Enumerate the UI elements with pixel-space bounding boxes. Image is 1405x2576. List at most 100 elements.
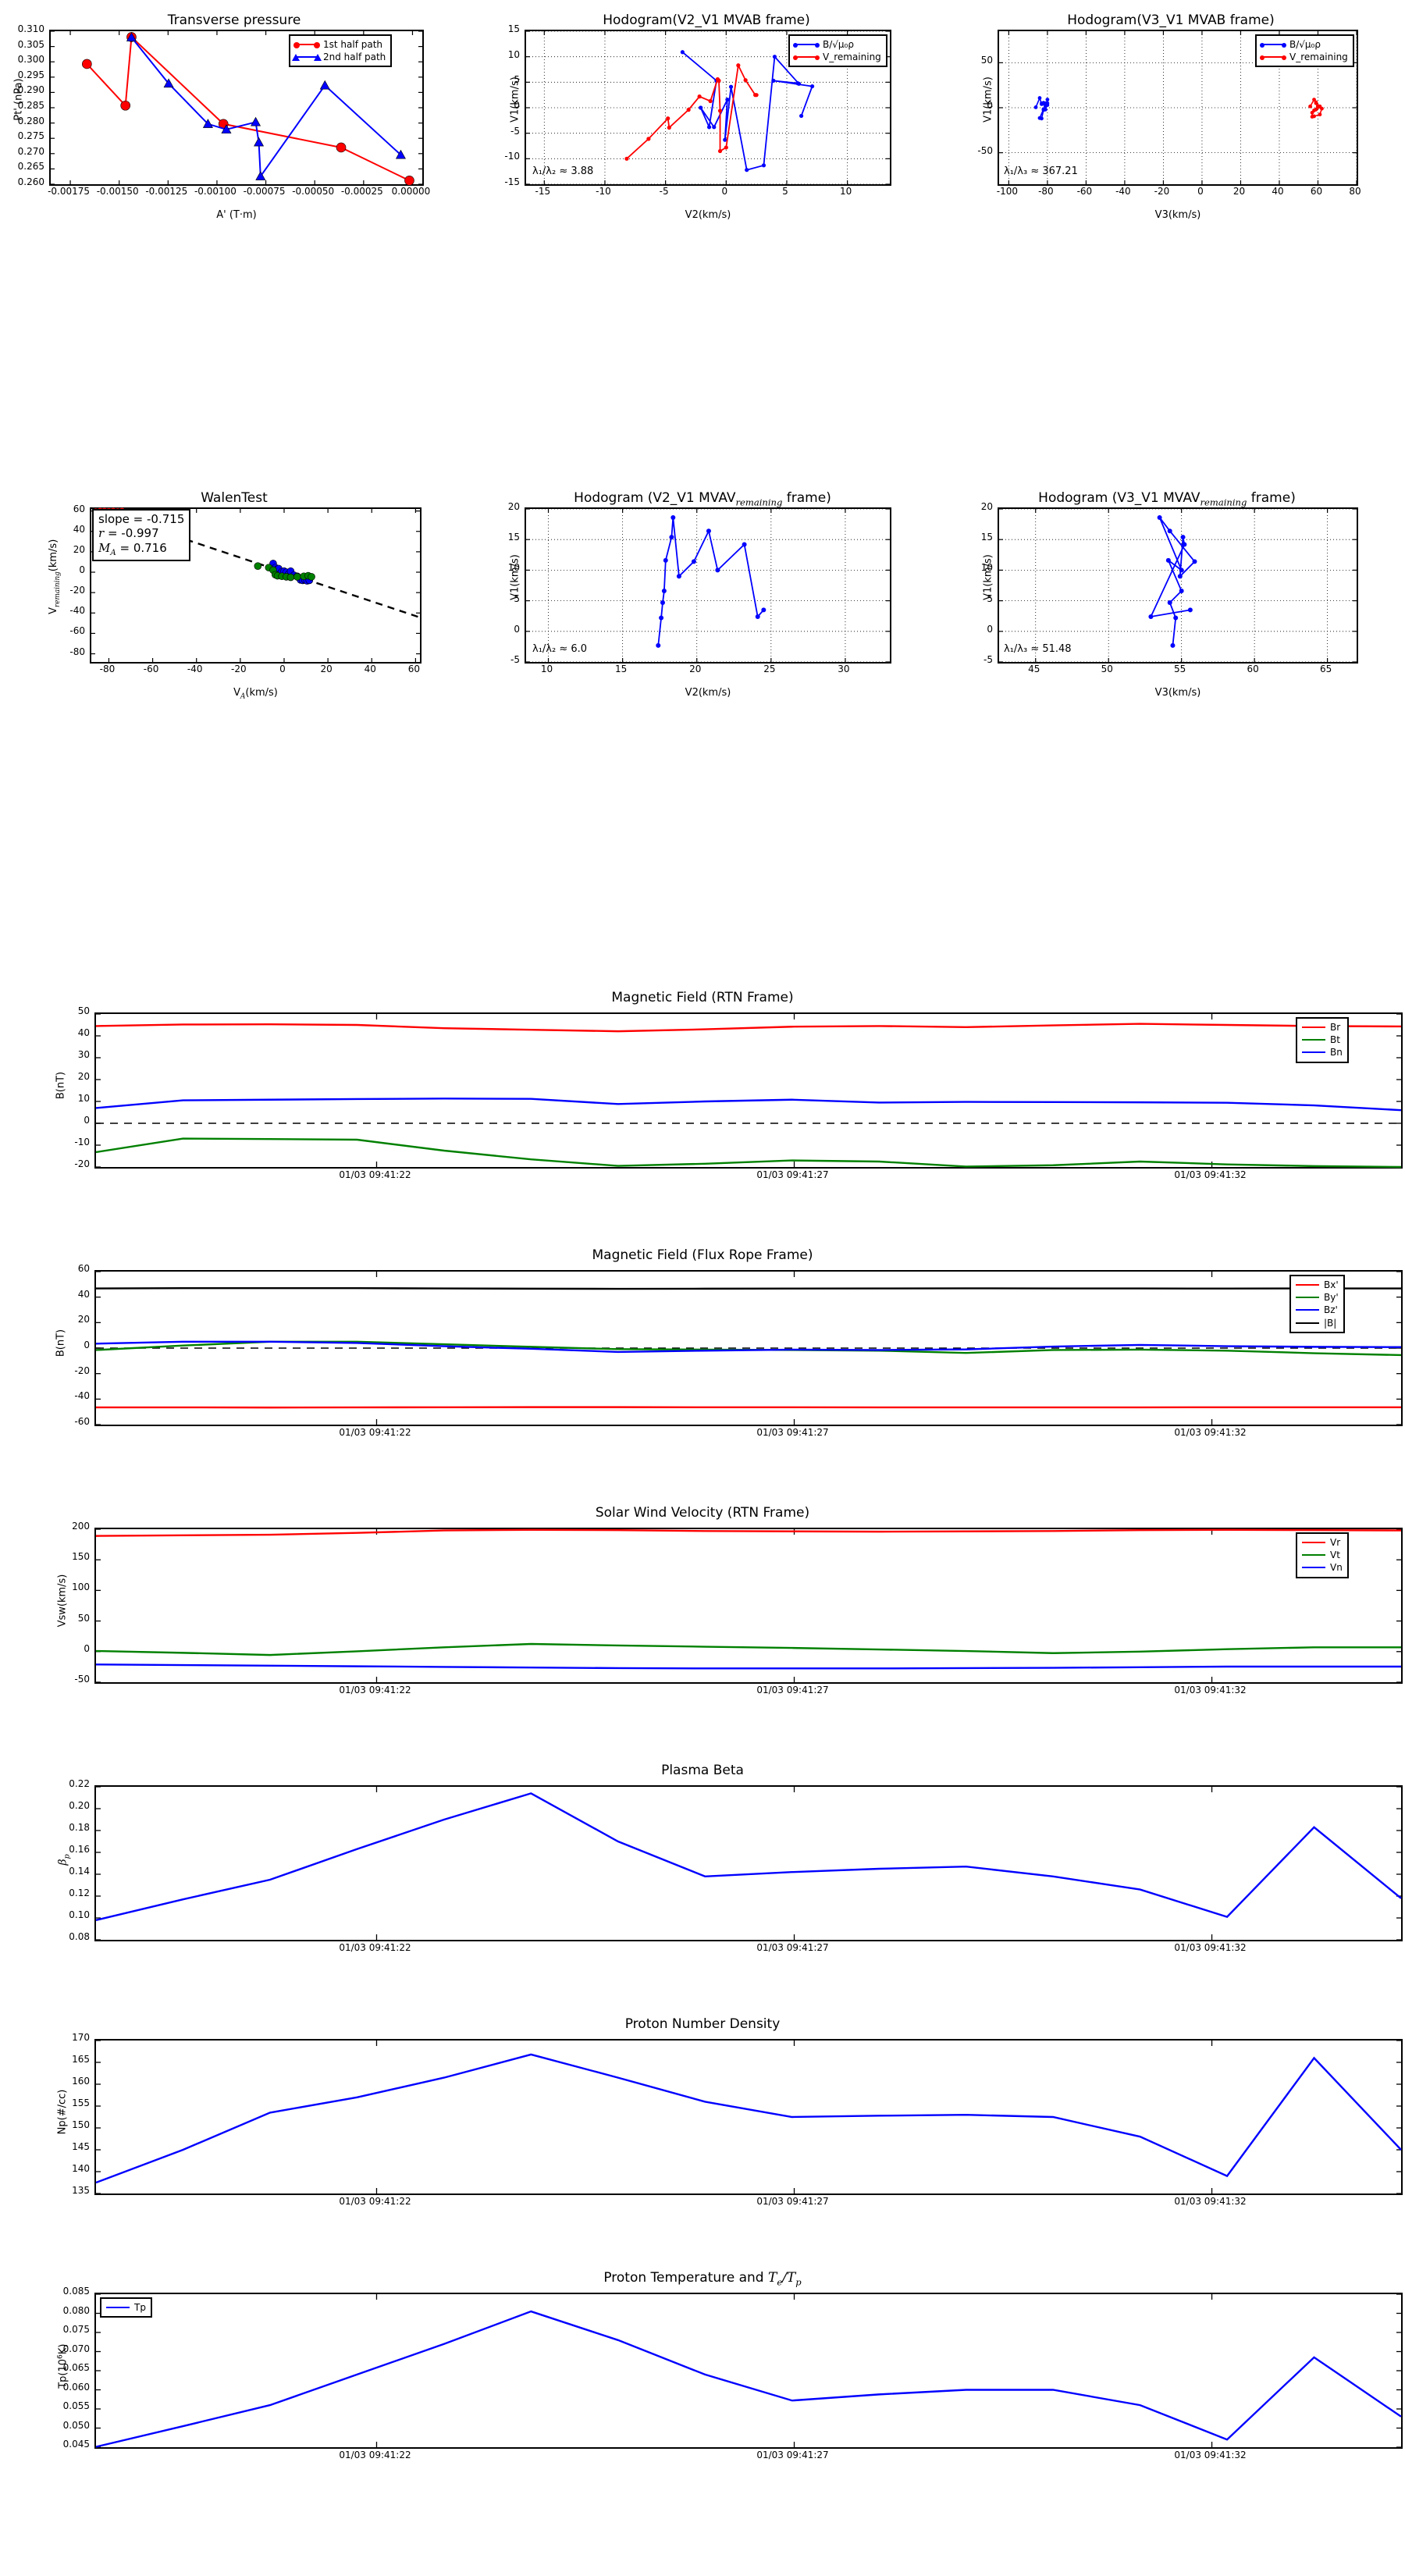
x-axis-label: VA(km/s) (233, 687, 278, 701)
x-tick-label: 0 (1197, 186, 1204, 197)
panel-title: Proton Temperature and Te/Tp (603, 2270, 802, 2288)
time-tick-label: 01/03 09:41:32 (1174, 1169, 1247, 1180)
plot-area (94, 1785, 1403, 1941)
y-tick-label: -20 (74, 1158, 90, 1169)
panel-magnetic-field-fluxrope: Magnetic Field (Flux Rope Frame) B(nT) B… (0, 1237, 1405, 1471)
panel-title: Hodogram(V2_V1 MVAB frame) (603, 12, 810, 28)
y-tick-label: 0 (987, 623, 993, 635)
time-tick-label: 01/03 09:41:22 (339, 2196, 411, 2207)
x-tick-label: -20 (231, 664, 247, 674)
legend-line-bt-icon (1302, 1039, 1325, 1041)
y-axis-label: V1(km/s) (982, 554, 994, 600)
y-tick-label: 0.20 (69, 1800, 90, 1811)
panel-proton-temperature: Proton Temperature and Te/Tp Tp(106K) Tp… (0, 2260, 1405, 2502)
y-tick-label: 15 (507, 23, 520, 34)
y-tick-label: 0.14 (69, 1866, 90, 1877)
y-tick-label: -40 (69, 605, 85, 617)
legend-hodogram: B/√μ₀ρ V_remaining (1255, 34, 1354, 68)
legend-item-bn: Bn (1302, 1046, 1343, 1059)
panel-solar-wind-velocity: Solar Wind Velocity (RTN Frame) Vsw(km/s… (0, 1495, 1405, 1729)
y-tick-label: -60 (74, 1416, 90, 1427)
legend-line-red-icon (793, 55, 820, 61)
y-tick-label: 60 (77, 1263, 90, 1274)
legend-transverse-pressure: 1st half path 2nd half path (289, 34, 393, 68)
y-tick-label: 0.070 (62, 2343, 90, 2354)
y-tick-label: 15 (980, 532, 993, 543)
y-tick-label: -40 (74, 1390, 90, 1402)
y-tick-label: 20 (77, 1314, 90, 1325)
y-tick-label: -15 (504, 176, 520, 187)
legend-item-vremaining: V_remaining (793, 51, 881, 63)
y-tick-label: 0.275 (17, 130, 44, 142)
x-axis-label: V3(km/s) (1154, 209, 1201, 221)
y-tick-label: -5 (510, 125, 520, 137)
y-tick-label: 0.10 (69, 1909, 90, 1920)
y-tick-label: 0.22 (69, 1778, 90, 1789)
legend-item-alfven: B/√μ₀ρ (1260, 38, 1348, 51)
y-tick-label: 0.285 (17, 100, 44, 111)
y-tick-label: 5 (514, 74, 520, 86)
y-axis-label: V1(km/s) (509, 554, 521, 600)
y-tick-label: 100 (72, 1582, 90, 1593)
legend-line-bzp-icon (1296, 1309, 1319, 1311)
x-tick-label: -40 (187, 664, 203, 674)
legend-item-tp: Tp (106, 2301, 146, 2314)
legend-line-br-icon (1302, 1026, 1325, 1029)
legend-line-byp-icon (1296, 1297, 1319, 1299)
panel-title: Hodogram (V3_V1 MVAVremaining frame) (1038, 490, 1296, 508)
panel-title: WalenTest (201, 490, 268, 506)
x-tick-label: -80 (1038, 186, 1054, 197)
legend-item-vt: Vt (1302, 1549, 1343, 1561)
x-tick-label: -60 (143, 664, 159, 674)
x-tick-label: -10 (596, 186, 611, 197)
y-tick-label: 0 (987, 100, 993, 111)
y-tick-label: 0.280 (17, 115, 44, 126)
y-tick-label: 150 (72, 2119, 90, 2130)
y-tick-label: 0 (84, 1115, 90, 1126)
time-tick-label: 01/03 09:41:32 (1174, 2450, 1247, 2460)
y-tick-label: 0 (79, 564, 85, 575)
x-tick-label: 60 (407, 664, 421, 674)
eigenvalue-ratio-annotation: λ₁/λ₃ ≈ 367.21 (1004, 165, 1078, 177)
y-tick-label: -5 (510, 654, 520, 665)
y-tick-label: 10 (77, 1093, 90, 1104)
legend-item-bmag: |B| (1296, 1317, 1339, 1329)
panel-proton-density: Proton Number Density Np(#/cc) 135 140 145… (0, 2006, 1405, 2240)
time-tick-label: 01/03 09:41:32 (1174, 1427, 1247, 1438)
x-tick-label: 40 (1272, 186, 1284, 197)
y-tick-label: -20 (69, 585, 85, 596)
x-tick-label: 45 (1028, 664, 1040, 674)
walen-ma: MA = 0.716 (98, 540, 167, 557)
legend-item-second-half: 2nd half path (292, 51, 386, 63)
x-tick-label: -0.00175 (48, 186, 91, 197)
panel-title: Solar Wind Velocity (RTN Frame) (595, 1505, 810, 1521)
y-tick-label: 0.18 (69, 1822, 90, 1833)
y-tick-label: 0.060 (62, 2381, 90, 2393)
y-tick-label: 40 (77, 1288, 90, 1300)
y-tick-label: -20 (74, 1364, 90, 1376)
y-tick-label: 0.270 (17, 145, 44, 157)
y-tick-label: 0.08 (69, 1931, 90, 1942)
x-axis-label: V3(km/s) (1154, 687, 1201, 699)
time-tick-label: 01/03 09:41:27 (756, 2196, 829, 2207)
x-tick-label: -60 (1076, 186, 1093, 197)
x-tick-label: -15 (535, 186, 551, 197)
panel-walen-test: WalenTest Vremaining(km/s) VA(km/s) slop… (0, 453, 468, 906)
y-tick-label: 165 (72, 2054, 90, 2065)
legend-item-vremaining: V_remaining (1260, 51, 1348, 63)
y-tick-label: -50 (977, 144, 993, 156)
x-tick-label: 20 (1232, 186, 1246, 197)
time-tick-label: 01/03 09:41:22 (339, 1427, 411, 1438)
y-tick-label: 0.260 (17, 176, 44, 187)
y-tick-label: 0 (514, 623, 520, 635)
panel-title: Magnetic Field (RTN Frame) (611, 990, 794, 1005)
time-tick-label: 01/03 09:41:22 (339, 1685, 411, 1695)
plot-area (94, 2039, 1403, 2195)
y-tick-label: 0.045 (62, 2439, 90, 2450)
x-tick-label: 5 (782, 186, 788, 197)
legend-item-bt: Bt (1302, 1034, 1343, 1046)
y-tick-label: 10 (507, 48, 520, 60)
time-tick-label: 01/03 09:41:22 (339, 2450, 411, 2460)
y-tick-label: 0.295 (17, 69, 44, 80)
